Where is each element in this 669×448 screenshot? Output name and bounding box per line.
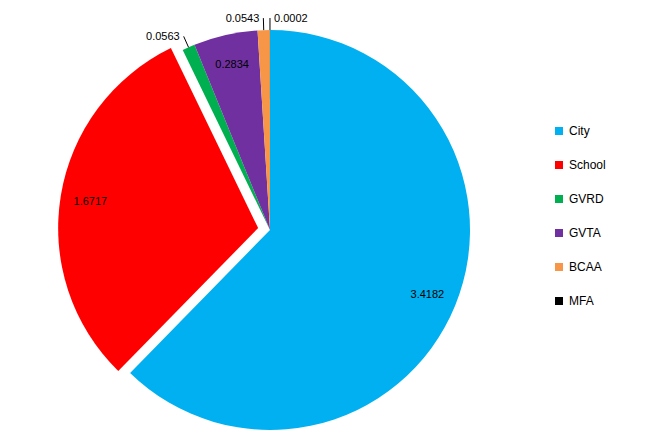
html-text:City: City xyxy=(569,124,590,138)
html-text:School: School xyxy=(569,158,606,172)
svg-text:0.0002: 0.0002 xyxy=(274,12,308,24)
svg-text:1.6717: 1.6717 xyxy=(74,195,108,207)
svg-text:0.0543: 0.0543 xyxy=(226,12,260,24)
svg-text:0.2834: 0.2834 xyxy=(215,58,249,70)
svg-text:0.0563: 0.0563 xyxy=(146,30,180,42)
svg-text:3.4182: 3.4182 xyxy=(411,288,445,300)
html-text:BCAA: BCAA xyxy=(569,260,602,274)
html-text:GVTA: GVTA xyxy=(569,226,601,240)
html-text:GVRD: GVRD xyxy=(569,192,604,206)
html-text:MFA: MFA xyxy=(569,294,594,308)
